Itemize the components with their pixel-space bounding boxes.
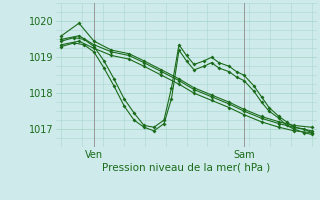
X-axis label: Pression niveau de la mer( hPa ): Pression niveau de la mer( hPa ) bbox=[102, 163, 271, 173]
